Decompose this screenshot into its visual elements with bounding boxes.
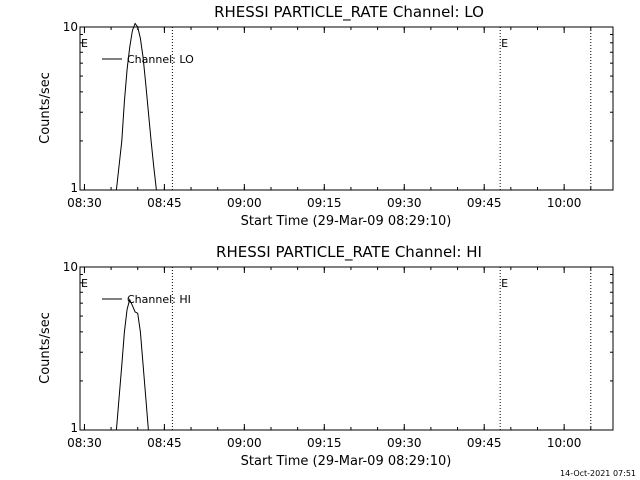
chart-title: RHESSI PARTICLE_RATE Channel: LO [214,3,484,22]
x-tick-label: 10:00 [547,436,582,450]
y-axis-label: Counts/sec [38,72,53,144]
legend-entry: Channel: LO [127,53,194,66]
event-line-label: E [501,277,508,290]
legend-entry: Channel: HI [127,293,191,306]
x-tick-label: 09:30 [387,436,422,450]
left-edge-marker-label: E [81,37,88,50]
panel-hi: RHESSI PARTICLE_RATE Channel: HI 10 1 Co… [38,243,614,469]
x-tick-label: 09:00 [227,196,262,210]
event-lines: E [171,27,592,190]
y-tick-label: 10 [63,260,78,274]
series-line [115,298,149,431]
event-line-label: E [501,37,508,50]
x-tick-label: 08:30 [67,436,102,450]
left-edge-marker-label: E [81,277,88,290]
x-tick-label: 08:45 [147,196,182,210]
x-tick-label: 09:15 [307,196,342,210]
x-tick-label: 09:30 [387,196,422,210]
panel-lo: RHESSI PARTICLE_RATE Channel: LO 10 1 Co… [38,3,614,229]
plot-frame [79,266,614,431]
series-line [115,22,157,191]
x-tick-label: 09:15 [307,436,342,450]
x-tick-label: 10:00 [547,196,582,210]
x-tick-label: 09:00 [227,436,262,450]
chart-title: RHESSI PARTICLE_RATE Channel: HI [216,243,482,262]
x-axis-label: Start Time (29-Mar-09 08:29:10) [241,214,452,229]
y-tick-label: 1 [70,421,78,435]
y-tick-label: 1 [70,181,78,195]
x-axis-label: Start Time (29-Mar-09 08:29:10) [241,454,452,469]
x-ticks: 08:30 08:45 09:00 09:15 09:30 09:45 10:00 [67,267,613,450]
x-tick-label: 08:45 [147,436,182,450]
event-lines: E [171,267,592,430]
footer-timestamp: 14-Oct-2021 07:51 [560,469,636,478]
x-tick-label: 08:30 [67,196,102,210]
x-ticks: 08:30 08:45 09:00 09:15 09:30 09:45 10:00 [67,27,613,210]
x-tick-label: 09:45 [467,436,502,450]
y-tick-label: 10 [63,20,78,34]
plot-frame [79,26,614,191]
x-tick-label: 09:45 [467,196,502,210]
y-axis-label: Counts/sec [38,312,53,384]
